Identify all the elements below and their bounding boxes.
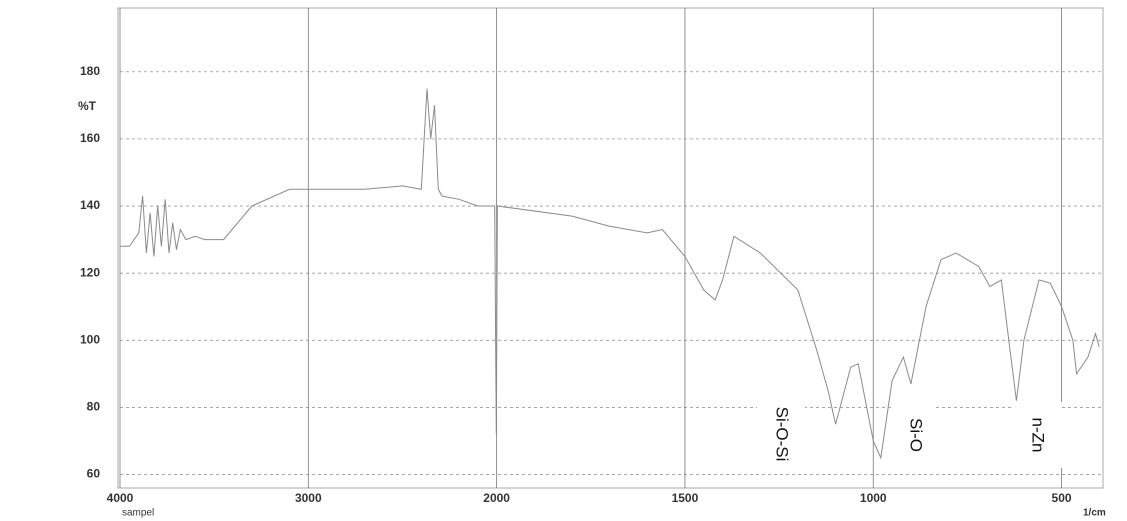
y-tick-label: 80 [87, 400, 101, 414]
annotation-box [757, 400, 805, 468]
x-tick-label: 500 [1052, 491, 1072, 505]
x-tick-label: 3000 [295, 491, 322, 505]
spectrum-line [120, 88, 1100, 460]
sample-label: sampel [122, 508, 154, 519]
y-tick-label: 160 [80, 131, 100, 145]
y-tick-label: 60 [87, 467, 101, 481]
annotation: Si-O-Si [773, 407, 792, 462]
annotation-box [1012, 402, 1062, 468]
y-axis-label: %T [78, 99, 97, 113]
y-tick-label: 140 [80, 198, 100, 212]
x-tick-label: 4000 [107, 491, 134, 505]
x-tick-label: 2000 [483, 491, 510, 505]
x-tick-label: 1500 [672, 491, 699, 505]
annotation: n-Zn [1029, 418, 1048, 453]
x-tick-label: 1000 [860, 491, 887, 505]
annotation: Si-O [907, 418, 926, 452]
annotation-box [894, 402, 936, 468]
x-axis-label: 1/cm [1083, 508, 1106, 519]
plot-frame [117, 7, 1104, 489]
y-tick-label: 120 [80, 265, 100, 279]
y-tick-label: 100 [80, 332, 100, 346]
y-tick-label: 180 [80, 64, 100, 78]
